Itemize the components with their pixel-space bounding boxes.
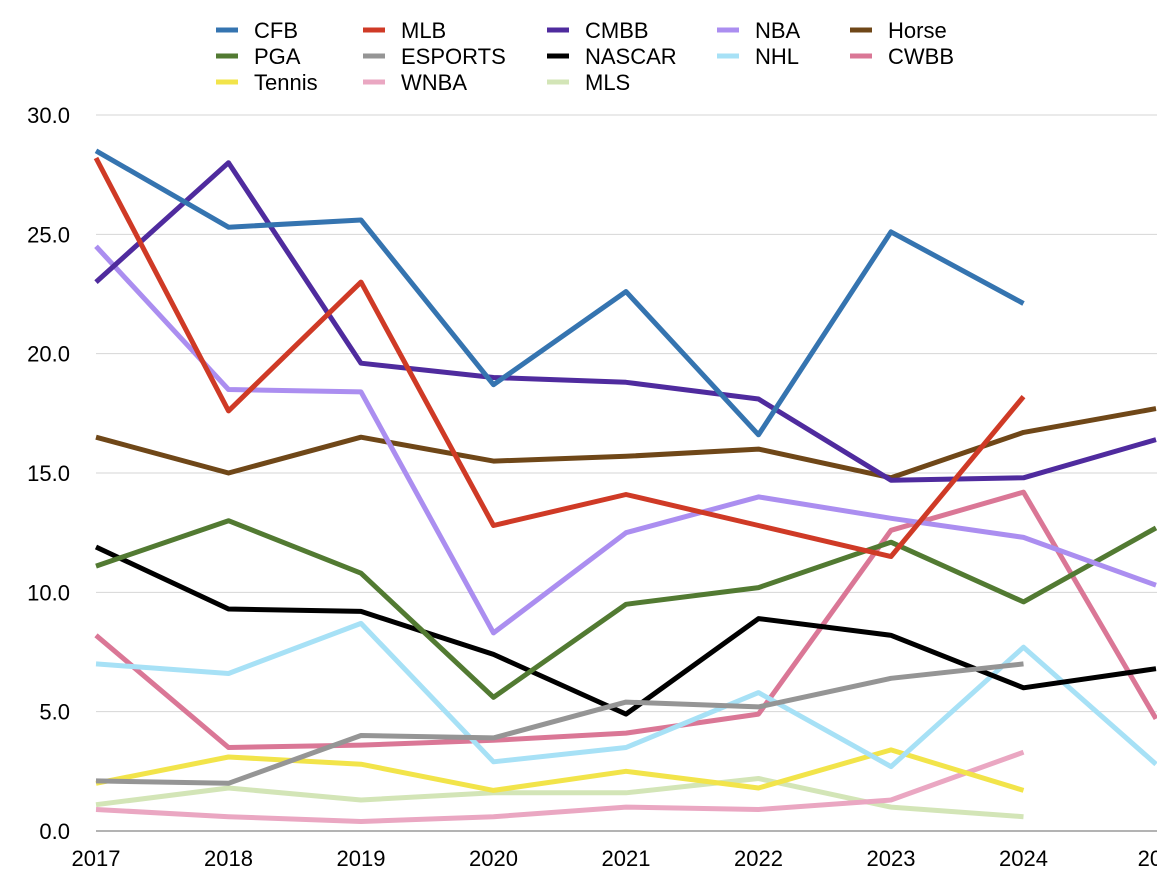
legend-label: CWBB — [888, 44, 954, 69]
x-tick-label: 2022 — [734, 846, 783, 871]
x-tick-label: 2018 — [204, 846, 253, 871]
legend-label: ESPORTS — [401, 44, 506, 69]
legend-item-cfb: CFB — [216, 18, 298, 43]
series-line-pga — [95, 518, 1157, 700]
series-line-nba — [94, 244, 1157, 636]
legend-item-nba: NBA — [717, 18, 801, 43]
legend-label: NASCAR — [585, 44, 677, 69]
series-line-cfb — [94, 148, 1025, 438]
x-tick-label: 2019 — [337, 846, 386, 871]
legend-label: Tennis — [254, 70, 318, 95]
series-lines — [93, 148, 1157, 824]
series-line-nhl — [95, 620, 1157, 770]
legend-item-pga: PGA — [216, 44, 301, 69]
series-line-mlb — [93, 156, 1026, 559]
x-tick-label: 2021 — [602, 846, 651, 871]
series-line-horse — [95, 406, 1157, 481]
series-line-cmbb — [94, 160, 1157, 483]
legend-item-esports: ESPORTS — [363, 44, 506, 69]
x-tick-label: 202 — [1138, 846, 1157, 871]
y-tick-label: 25.0 — [27, 222, 70, 247]
legend-item-cwbb: CWBB — [850, 44, 954, 69]
y-tick-label: 30.0 — [27, 103, 70, 128]
gridlines — [96, 114, 1157, 832]
legend-label: WNBA — [401, 70, 467, 95]
legend-item-wnba: WNBA — [363, 70, 467, 95]
series-line-cwbb — [94, 489, 1157, 750]
x-tick-label: 2020 — [469, 846, 518, 871]
legend-label: CFB — [254, 18, 298, 43]
legend-item-horse: Horse — [850, 18, 947, 43]
legend-item-mlb: MLB — [363, 18, 446, 43]
legend-item-cmbb: CMBB — [547, 18, 649, 43]
y-tick-label: 15.0 — [27, 461, 70, 486]
legend-label: CMBB — [585, 18, 649, 43]
legend-label: Horse — [888, 18, 947, 43]
legend-item-mls: MLS — [547, 70, 630, 95]
y-axis-ticks: 0.0 5.0 10.0 15.0 20.0 25.0 30.0 — [27, 103, 70, 844]
legend-label: NBA — [755, 18, 801, 43]
legend: CFB MLB CMBB NBA Horse PGA ESPORTS NASCAR NHL CWB… — [216, 18, 954, 95]
legend-label: MLS — [585, 70, 630, 95]
series-line-wnba — [95, 749, 1025, 824]
x-tick-label: 2017 — [72, 846, 121, 871]
y-tick-label: 20.0 — [27, 342, 70, 367]
series-line-nascar — [94, 544, 1157, 717]
legend-label: MLB — [401, 18, 446, 43]
x-tick-label: 2023 — [867, 846, 916, 871]
x-axis-ticks: 2017 2018 2019 2020 2021 2022 2023 2024 202 — [72, 846, 1157, 871]
series-line-esports — [95, 661, 1024, 786]
legend-item-tennis: Tennis — [216, 70, 318, 95]
legend-item-nhl: NHL — [717, 44, 799, 69]
legend-label: PGA — [254, 44, 301, 69]
legend-label: NHL — [755, 44, 799, 69]
y-tick-label: 0.0 — [39, 819, 70, 844]
legend-item-nascar: NASCAR — [547, 44, 677, 69]
y-tick-label: 10.0 — [27, 580, 70, 605]
y-tick-label: 5.0 — [39, 700, 70, 725]
x-tick-label: 2024 — [999, 846, 1048, 871]
